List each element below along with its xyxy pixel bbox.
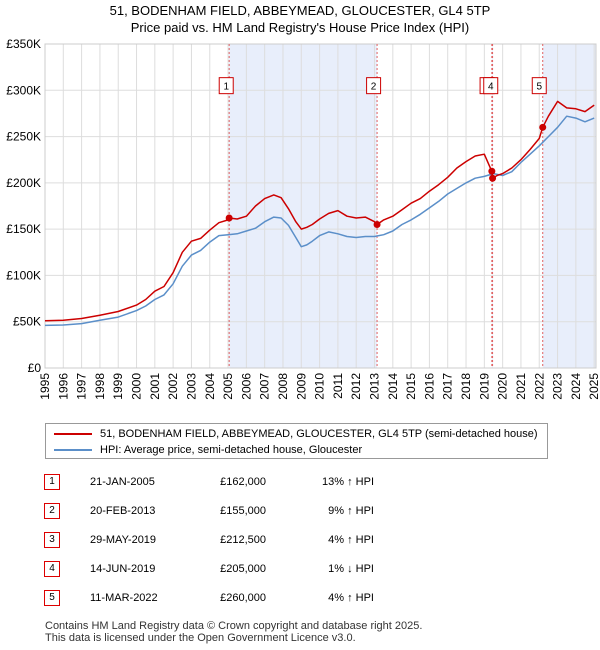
property-price-line <box>44 100 595 322</box>
y-tick-label-0: £0 <box>28 361 42 375</box>
x-tick-label-23: 2018 <box>459 373 473 400</box>
x-tick-label-5: 2000 <box>130 373 144 400</box>
sale-number: 4 <box>44 561 60 577</box>
sale-hpi-comparison: 4% ↑ HPI <box>328 592 374 604</box>
sales-table-row: 3 29-MAY-2019 £212,500 4% ↑ HPI <box>44 532 564 548</box>
chart-subtitle: Price paid vs. HM Land Registry's House … <box>130 20 470 35</box>
x-tick-label-15: 2010 <box>313 373 327 400</box>
sale-hpi-comparison: 9% ↑ HPI <box>328 505 374 517</box>
x-tick-label-7: 2002 <box>166 373 180 400</box>
sale-date: 20-FEB-2013 <box>90 505 156 517</box>
x-tick-label-19: 2014 <box>386 373 400 400</box>
legend-swatch-hpi <box>54 449 92 452</box>
shaded-period-1 <box>229 44 378 368</box>
sale-number: 5 <box>44 590 60 606</box>
sale-box-label-4: 4 <box>488 82 494 93</box>
sale-price: £205,000 <box>220 563 266 575</box>
y-tick-label-5: £250K <box>6 130 41 144</box>
y-tick-label-2: £100K <box>6 268 41 282</box>
legend-item-hpi: HPI: Average price, semi-detached house,… <box>54 442 362 458</box>
x-tick-label-18: 2013 <box>368 373 382 400</box>
x-tick-label-11: 2006 <box>239 373 253 400</box>
x-tick-label-6: 2001 <box>148 373 162 400</box>
sale-date: 14-JUN-2019 <box>90 563 156 575</box>
sale-date: 29-MAY-2019 <box>90 534 157 546</box>
legend-swatch-property <box>54 433 92 436</box>
sales-table-row: 4 14-JUN-2019 £205,000 1% ↓ HPI <box>44 561 564 577</box>
shaded-period-3 <box>542 44 596 368</box>
sale-box-5 <box>531 77 547 95</box>
sale-point-1 <box>225 214 233 222</box>
y-tick-label-1: £50K <box>13 315 41 329</box>
sale-number: 1 <box>44 474 60 490</box>
chart-legend: 51, BODENHAM FIELD, ABBEYMEAD, GLOUCESTE… <box>45 423 548 459</box>
sale-price: £260,000 <box>220 592 266 604</box>
legend-item-property: 51, BODENHAM FIELD, ABBEYMEAD, GLOUCESTE… <box>54 426 538 442</box>
sale-hpi-comparison: 13% ↑ HPI <box>322 476 374 488</box>
sale-point-4 <box>489 174 497 182</box>
legend-label-hpi: HPI: Average price, semi-detached house,… <box>100 444 363 456</box>
x-tick-label-16: 2011 <box>331 373 345 399</box>
sale-price: £212,500 <box>220 534 266 546</box>
sale-number: 2 <box>44 503 60 519</box>
x-tick-label-22: 2017 <box>441 373 455 400</box>
x-tick-label-27: 2022 <box>532 373 546 400</box>
sale-point-3 <box>488 167 496 175</box>
x-tick-label-30: 2025 <box>587 373 600 400</box>
sales-table-row: 2 20-FEB-2013 £155,000 9% ↑ HPI <box>44 503 564 519</box>
x-tick-label-25: 2020 <box>496 373 510 400</box>
sale-point-5 <box>539 123 547 131</box>
x-tick-label-17: 2012 <box>349 373 363 400</box>
sales-table-row: 5 11-MAR-2022 £260,000 4% ↑ HPI <box>44 590 564 606</box>
y-tick-label-4: £200K <box>6 176 41 190</box>
sale-price: £155,000 <box>220 505 266 517</box>
chart-title-block: 51, BODENHAM FIELD, ABBEYMEAD, GLOUCESTE… <box>0 2 600 36</box>
sale-date: 21-JAN-2005 <box>90 476 155 488</box>
x-tick-label-4: 1999 <box>111 373 125 400</box>
y-tick-label-6: £300K <box>6 83 41 97</box>
x-tick-label-20: 2015 <box>404 373 418 400</box>
x-tick-label-9: 2004 <box>203 373 217 400</box>
y-tick-label-7: £350K <box>6 37 41 51</box>
sale-price: £162,000 <box>220 476 266 488</box>
sale-box-label-1: 1 <box>223 82 229 93</box>
x-tick-label-24: 2019 <box>477 373 491 400</box>
sale-date: 11-MAR-2022 <box>90 592 158 604</box>
sale-number: 3 <box>44 532 60 548</box>
x-tick-label-8: 2003 <box>184 373 198 400</box>
sale-box-1 <box>218 77 234 95</box>
sale-hpi-comparison: 4% ↑ HPI <box>328 534 374 546</box>
x-tick-label-1: 1996 <box>56 373 70 400</box>
x-tick-label-26: 2021 <box>514 373 528 400</box>
legend-label-property: 51, BODENHAM FIELD, ABBEYMEAD, GLOUCESTE… <box>100 428 538 440</box>
sale-box-2 <box>366 77 382 95</box>
x-tick-label-29: 2024 <box>569 373 583 400</box>
price-chart: £0 £50K £100K £150K £200K £250K £300K £350K 1995… <box>6 37 600 400</box>
footer: Contains HM Land Registry data © Crown c… <box>45 620 422 644</box>
sales-table-row: 1 21-JAN-2005 £162,000 13% ↑ HPI <box>44 474 564 490</box>
sale-point-2 <box>373 221 381 229</box>
x-tick-label-10: 2005 <box>221 373 235 400</box>
x-tick-label-0: 1995 <box>38 373 52 400</box>
footer-copyright: Contains HM Land Registry data © Crown c… <box>45 620 423 632</box>
y-tick-label-3: £150K <box>6 222 41 236</box>
chart-title: 51, BODENHAM FIELD, ABBEYMEAD, GLOUCESTE… <box>109 3 491 18</box>
footer-licence: This data is licensed under the Open Gov… <box>45 632 356 644</box>
x-tick-label-3: 1998 <box>93 373 107 400</box>
sale-box-label-5: 5 <box>536 82 542 93</box>
plot-frame <box>44 43 597 369</box>
hpi-line <box>44 115 595 327</box>
sale-box-4 <box>483 77 499 95</box>
x-tick-label-12: 2007 <box>258 373 272 400</box>
x-tick-label-28: 2023 <box>551 373 565 400</box>
x-tick-label-21: 2016 <box>422 373 436 400</box>
sale-box-label-2: 2 <box>371 82 377 93</box>
x-tick-label-14: 2009 <box>294 373 308 400</box>
x-tick-label-2: 1997 <box>75 373 89 400</box>
sale-hpi-comparison: 1% ↓ HPI <box>328 563 374 575</box>
x-tick-label-13: 2008 <box>276 373 290 400</box>
